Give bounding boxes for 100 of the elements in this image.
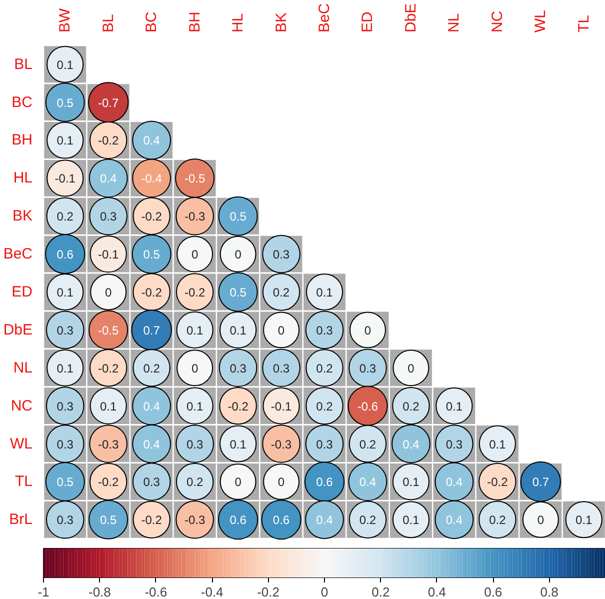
data-label: 0.4 xyxy=(446,475,463,490)
data-label: 0 xyxy=(234,248,242,262)
x-tick-label: WL xyxy=(532,10,550,32)
data-label: 0.5 xyxy=(56,96,74,110)
data-label: -0.2 xyxy=(98,361,120,376)
data-label: -0.2 xyxy=(141,286,162,300)
data-label: 0.3 xyxy=(186,437,204,452)
data-label: 0.5 xyxy=(100,513,118,528)
data-label: 0.1 xyxy=(100,399,118,414)
y-tick-label: ED xyxy=(12,284,33,300)
data-label: -0.2 xyxy=(487,475,508,490)
x-tick-label: HL xyxy=(230,13,247,32)
data-label: 0.1 xyxy=(186,399,204,414)
data-label: 0.4 xyxy=(402,437,420,452)
data-label: 0.2 xyxy=(489,513,506,528)
x-tick-label: ED xyxy=(359,11,376,32)
data-label: 0.1 xyxy=(56,134,74,148)
data-label: 0.3 xyxy=(359,361,376,376)
data-label: 0 xyxy=(278,475,285,490)
x-tick-label: BW xyxy=(56,7,74,32)
x-tick-label: DbE xyxy=(402,3,420,32)
x-tick-label: BC xyxy=(143,11,160,32)
data-label: 0.6 xyxy=(230,513,247,528)
data-label: -0.5 xyxy=(184,172,206,186)
data-label: -0.3 xyxy=(184,513,206,528)
color-bar-label: -0.8 xyxy=(88,584,111,599)
color-bar-label: 0.6 xyxy=(484,584,502,599)
data-label: 0.4 xyxy=(100,172,118,186)
x-tick-label: NL xyxy=(446,13,463,32)
data-label: 0.4 xyxy=(143,437,160,452)
data-label: 0.3 xyxy=(56,323,74,338)
data-label: 0.4 xyxy=(316,513,334,528)
y-tick-label: NC xyxy=(10,397,33,414)
data-label: 0.1 xyxy=(402,475,420,490)
data-label: 0.3 xyxy=(272,248,290,262)
color-bar-label: -0.2 xyxy=(257,584,280,599)
data-label: 0 xyxy=(364,323,372,338)
data-label: 0.2 xyxy=(143,361,160,376)
data-label: 0.3 xyxy=(143,475,160,490)
y-tick-label: BL xyxy=(14,56,33,73)
data-label: 0.5 xyxy=(230,210,247,224)
data-label: -0.1 xyxy=(54,172,76,186)
data-label: 0.3 xyxy=(446,437,463,452)
y-tick-label: BC xyxy=(12,94,33,111)
y-tick-label: TL xyxy=(14,473,33,490)
y-tick-label: BK xyxy=(12,208,33,225)
data-label: 0.4 xyxy=(359,475,376,490)
data-label: 0.6 xyxy=(316,475,334,490)
x-tick-label: NC xyxy=(488,10,506,32)
color-bar-label: 0.2 xyxy=(372,584,390,599)
data-label: 0.2 xyxy=(359,437,376,452)
data-label: 0.1 xyxy=(56,361,74,376)
data-label: 0 xyxy=(234,475,242,490)
data-label: 0.3 xyxy=(316,323,334,338)
data-label: 0.1 xyxy=(576,513,593,528)
data-label: -0.2 xyxy=(141,210,162,224)
data-label: -0.4 xyxy=(141,172,162,186)
data-label: 0.2 xyxy=(316,399,334,414)
data-label: -0.6 xyxy=(357,399,378,414)
data-label: 0.7 xyxy=(143,323,160,338)
data-label: 0.2 xyxy=(359,513,376,528)
data-label: 0.2 xyxy=(56,210,74,224)
data-label: -0.3 xyxy=(98,437,120,452)
data-label: 0.5 xyxy=(230,286,247,300)
data-label: -0.2 xyxy=(141,513,162,528)
x-tick-label: TL xyxy=(575,14,592,32)
data-label: 0.7 xyxy=(532,475,550,490)
x-tick-label: BeC xyxy=(316,3,333,32)
data-label: 0 xyxy=(408,361,415,376)
data-label: 0.1 xyxy=(316,286,334,300)
data-label: -0.2 xyxy=(98,134,120,148)
y-tick-label: BrL xyxy=(9,511,32,528)
data-label: 0 xyxy=(105,286,112,300)
y-tick-label: BH xyxy=(12,132,33,149)
data-label: 0.4 xyxy=(143,134,160,148)
data-label: 0.3 xyxy=(272,361,290,376)
y-tick-label: DbE xyxy=(3,321,33,338)
data-label: 0.3 xyxy=(56,437,74,452)
data-label: 0.3 xyxy=(100,210,118,224)
x-tick-label: BK xyxy=(272,12,290,32)
data-label: -0.3 xyxy=(270,437,292,452)
data-label: 0.2 xyxy=(186,475,204,490)
color-bar-label: -0.6 xyxy=(144,584,168,599)
data-label: 0.1 xyxy=(186,323,204,338)
data-label: 0.1 xyxy=(446,399,463,414)
color-bar-label: 0.4 xyxy=(428,584,446,599)
data-label: 0.1 xyxy=(230,323,247,338)
data-label: 0.5 xyxy=(56,475,74,490)
color-bar-label: 0 xyxy=(320,584,328,599)
data-label: -0.1 xyxy=(270,399,292,414)
data-label: 0.3 xyxy=(230,361,247,376)
data-label: 0.4 xyxy=(446,513,463,528)
data-label: 0.6 xyxy=(272,513,290,528)
data-label: 0.6 xyxy=(56,248,74,262)
data-label: 0 xyxy=(191,361,198,376)
data-label: -0.2 xyxy=(228,399,249,414)
data-label: -0.3 xyxy=(184,210,206,224)
data-label: 0.1 xyxy=(489,437,506,452)
color-bar-label: -1 xyxy=(38,584,50,599)
data-label: -0.2 xyxy=(184,286,206,300)
